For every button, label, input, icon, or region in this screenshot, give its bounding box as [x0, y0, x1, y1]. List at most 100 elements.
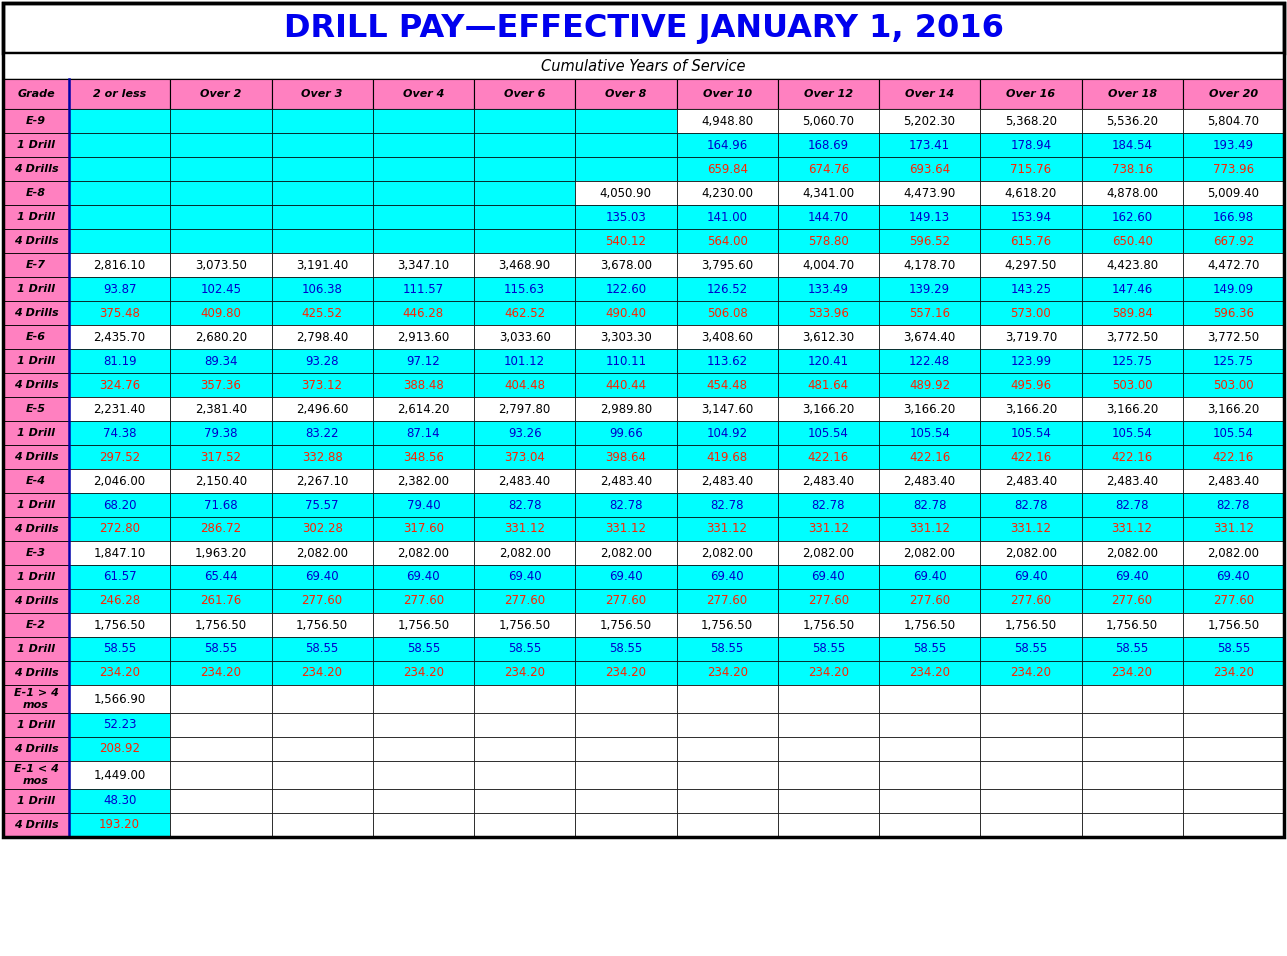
Text: 1 Drill: 1 Drill [17, 356, 55, 366]
Bar [575, 229, 677, 253]
Text: 297.52: 297.52 [99, 450, 140, 464]
Bar [677, 421, 777, 445]
Bar [69, 761, 170, 789]
Bar [777, 761, 879, 789]
Bar [981, 325, 1081, 349]
Bar [3, 3, 1284, 53]
Bar [677, 685, 777, 713]
Bar [373, 713, 474, 737]
Text: 4 Drills: 4 Drills [14, 236, 58, 246]
Bar [1183, 589, 1284, 613]
Text: 277.60: 277.60 [301, 595, 342, 607]
Bar [981, 813, 1081, 837]
Bar [981, 253, 1081, 277]
Text: 3,191.40: 3,191.40 [296, 258, 349, 272]
Bar [69, 205, 170, 229]
Text: 693.64: 693.64 [909, 163, 950, 176]
Text: 348.56: 348.56 [403, 450, 444, 464]
Text: 425.52: 425.52 [301, 307, 342, 319]
Bar [69, 397, 170, 421]
Bar [170, 469, 272, 493]
Text: 1 Drill: 1 Drill [17, 212, 55, 222]
Text: 1 Drill: 1 Drill [17, 572, 55, 582]
Text: 99.66: 99.66 [609, 426, 642, 440]
Text: 1,756.50: 1,756.50 [194, 619, 247, 632]
Text: 490.40: 490.40 [605, 307, 646, 319]
Bar [1183, 253, 1284, 277]
Bar [272, 253, 373, 277]
Bar [69, 789, 170, 813]
Bar [879, 109, 981, 133]
Bar [69, 109, 170, 133]
Bar [575, 469, 677, 493]
Bar [879, 181, 981, 205]
Bar [1081, 469, 1183, 493]
Bar [170, 277, 272, 301]
Bar [777, 737, 879, 761]
Text: 419.68: 419.68 [707, 450, 748, 464]
Bar [474, 541, 575, 565]
Bar [170, 813, 272, 837]
Bar [1183, 397, 1284, 421]
Text: 81.19: 81.19 [103, 355, 136, 367]
Text: 4,341.00: 4,341.00 [802, 186, 855, 200]
Bar [3, 373, 69, 397]
Text: 674.76: 674.76 [808, 163, 849, 176]
Text: 87.14: 87.14 [407, 426, 440, 440]
Bar [575, 301, 677, 325]
Bar [373, 277, 474, 301]
Bar [677, 589, 777, 613]
Text: 2,816.10: 2,816.10 [94, 258, 145, 272]
Text: 144.70: 144.70 [808, 210, 849, 224]
Bar [981, 713, 1081, 737]
Text: E-6: E-6 [26, 332, 46, 342]
Bar [3, 813, 69, 837]
Text: 331.12: 331.12 [1212, 523, 1254, 535]
Bar [1081, 589, 1183, 613]
Text: 2,382.00: 2,382.00 [398, 474, 449, 488]
Text: 503.00: 503.00 [1214, 379, 1254, 392]
Text: Over 20: Over 20 [1208, 89, 1257, 99]
Bar [677, 253, 777, 277]
Bar [170, 253, 272, 277]
Bar [3, 737, 69, 761]
Bar [1183, 133, 1284, 157]
Bar [272, 613, 373, 637]
Bar [373, 349, 474, 373]
Text: 2,082.00: 2,082.00 [903, 547, 956, 559]
Bar [677, 277, 777, 301]
Bar [777, 277, 879, 301]
Text: E-7: E-7 [26, 260, 46, 270]
Text: 139.29: 139.29 [909, 283, 950, 295]
Bar [170, 421, 272, 445]
Bar [981, 109, 1081, 133]
Text: 234.20: 234.20 [1010, 666, 1051, 680]
Text: 503.00: 503.00 [1112, 379, 1152, 392]
Bar [677, 133, 777, 157]
Text: 1,756.50: 1,756.50 [903, 619, 956, 632]
Text: 113.62: 113.62 [707, 355, 748, 367]
Bar [981, 469, 1081, 493]
Bar [981, 589, 1081, 613]
Bar [777, 301, 879, 325]
Bar [474, 713, 575, 737]
Bar [575, 541, 677, 565]
Text: Over 8: Over 8 [605, 89, 646, 99]
Bar [575, 789, 677, 813]
Text: 2,483.40: 2,483.40 [498, 474, 551, 488]
Bar [474, 109, 575, 133]
Text: 4 Drills: 4 Drills [14, 524, 58, 534]
Text: 4,423.80: 4,423.80 [1106, 258, 1158, 272]
Text: 272.80: 272.80 [99, 523, 140, 535]
Bar [3, 661, 69, 685]
Text: 3,674.40: 3,674.40 [903, 331, 956, 343]
Text: 317.60: 317.60 [403, 523, 444, 535]
Text: 147.46: 147.46 [1112, 283, 1153, 295]
Bar [3, 713, 69, 737]
Bar [777, 397, 879, 421]
Text: 69.40: 69.40 [1116, 571, 1149, 583]
Text: 2,483.40: 2,483.40 [1106, 474, 1158, 488]
Text: 234.20: 234.20 [808, 666, 849, 680]
Bar [677, 661, 777, 685]
Bar [373, 517, 474, 541]
